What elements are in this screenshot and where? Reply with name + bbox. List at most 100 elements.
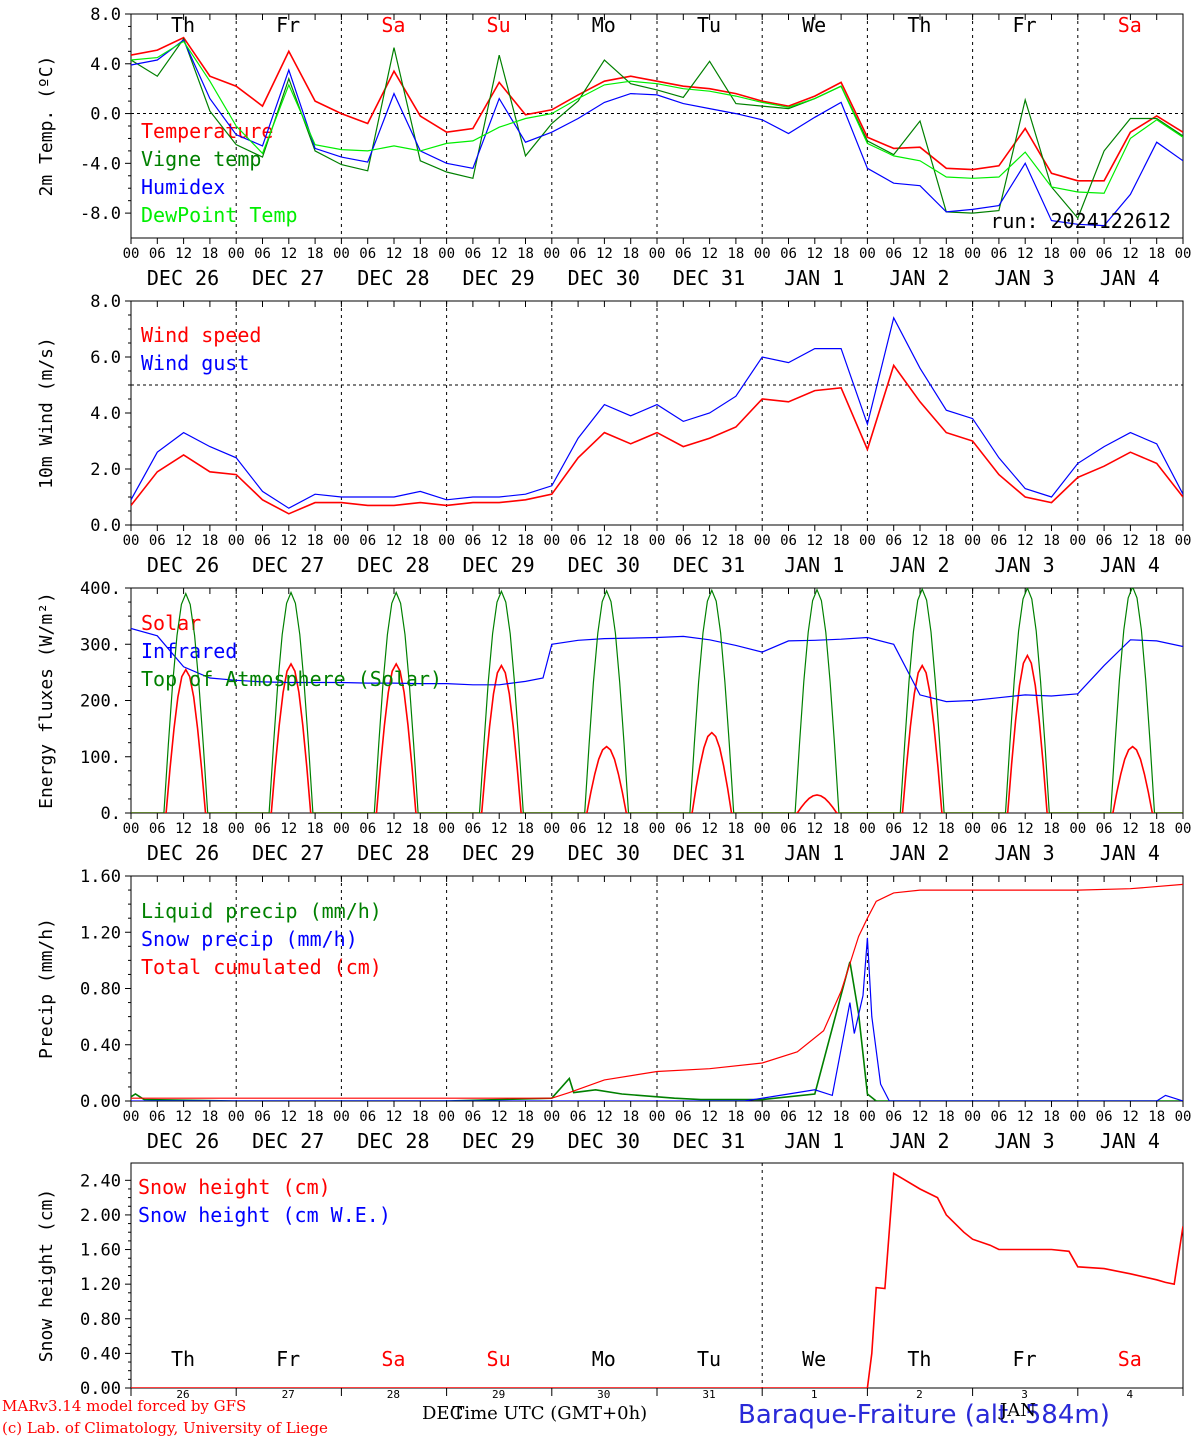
y-tick-label: 8.0 [90, 5, 121, 25]
hour-tick-label: 18 [938, 1109, 955, 1125]
hour-tick-label: 00 [754, 1109, 771, 1125]
date-label: DEC 27 [252, 841, 324, 865]
y-axis-label: 10m Wind (m/s) [36, 337, 57, 489]
hour-tick-label: 12 [912, 533, 929, 549]
hour-tick-label: 00 [543, 1109, 560, 1125]
legend-entry: Temperature [141, 119, 273, 143]
weekday-label: Sa [381, 13, 405, 37]
lab-credit: (c) Lab. of Climatology, University of L… [2, 1419, 328, 1437]
legend-entry: Wind speed [141, 323, 261, 347]
y-tick-label: 1.20 [80, 923, 121, 943]
date-label: DEC 28 [357, 266, 429, 290]
hour-tick-label: 06 [464, 821, 481, 837]
hour-tick-label: 06 [359, 246, 376, 262]
hour-tick-label: 00 [754, 821, 771, 837]
panel-2: 8.0 6.0 4.0 2.0 0.0 10m Wind (m/s) 00 06 12 18 00 0… [36, 292, 1191, 577]
weekday-label: Th [171, 1347, 195, 1371]
legend-entry: Snow height (cm W.E.) [138, 1203, 391, 1227]
hour-tick-label: 00 [1069, 1109, 1086, 1125]
hour-tick-label: 18 [307, 1109, 324, 1125]
series-snow-precip-mm-h [131, 937, 1183, 1101]
hour-tick-label: 06 [780, 821, 797, 837]
legend-entry: Snow height (cm) [138, 1175, 331, 1199]
hour-tick-label: 00 [964, 1109, 981, 1125]
date-label: JAN 3 [994, 553, 1054, 577]
date-label: JAN 1 [784, 1129, 844, 1153]
hour-tick-label: 12 [1122, 533, 1139, 549]
series-total-cumulated-cm [131, 883, 1183, 1099]
hour-tick-label: 12 [596, 246, 613, 262]
hour-tick-label: 12 [1017, 533, 1034, 549]
series-infrared [131, 627, 1183, 703]
hour-tick-label: 00 [859, 533, 876, 549]
hour-tick-label: 12 [912, 1109, 929, 1125]
day-number-label: 27 [282, 1388, 295, 1401]
hour-tick-label: 12 [596, 821, 613, 837]
date-label: JAN 4 [1100, 1129, 1160, 1153]
legend-entry: Wind gust [141, 351, 249, 375]
hour-tick-label: 18 [307, 533, 324, 549]
hour-tick-label: 00 [123, 821, 140, 837]
hour-tick-label: 12 [386, 1109, 403, 1125]
weekday-label: Sa [1118, 13, 1142, 37]
date-label: DEC 28 [357, 1129, 429, 1153]
hour-tick-label: 06 [675, 533, 692, 549]
hour-tick-label: 18 [1043, 533, 1060, 549]
hour-tick-label: 06 [359, 533, 376, 549]
date-label: JAN 2 [889, 1129, 949, 1153]
hour-tick-label: 06 [780, 246, 797, 262]
y-tick-label: 4.0 [90, 55, 121, 75]
y-tick-label: 200. [80, 692, 121, 712]
weekday-label: Sa [381, 1347, 405, 1371]
hour-tick-label: 00 [123, 1109, 140, 1125]
y-axis-label: Precip (mm/h) [36, 918, 57, 1059]
hour-tick-label: 06 [464, 1109, 481, 1125]
hour-tick-label: 00 [543, 246, 560, 262]
hour-tick-label: 06 [149, 1109, 166, 1125]
hour-tick-label: 00 [649, 246, 666, 262]
date-label: JAN 3 [994, 841, 1054, 865]
y-tick-label: 0.80 [80, 1310, 121, 1330]
hour-tick-label: 06 [1096, 1109, 1113, 1125]
hour-tick-label: 12 [175, 533, 192, 549]
hour-tick-label: 00 [333, 1109, 350, 1125]
hour-tick-label: 12 [280, 821, 297, 837]
hour-tick-label: 12 [280, 533, 297, 549]
y-tick-label: -4.0 [80, 154, 121, 174]
weekday-label: We [802, 1347, 826, 1371]
hour-tick-label: 06 [254, 1109, 271, 1125]
y-tick-label: 4.0 [90, 404, 121, 424]
date-label: DEC 30 [568, 1129, 640, 1153]
hour-tick-label: 18 [201, 1109, 218, 1125]
hour-tick-label: 06 [464, 246, 481, 262]
hour-tick-label: 06 [780, 533, 797, 549]
hour-tick-label: 18 [622, 1109, 639, 1125]
hour-tick-label: 18 [517, 533, 534, 549]
hour-tick-label: 18 [833, 246, 850, 262]
hour-tick-label: 12 [386, 821, 403, 837]
hour-tick-label: 18 [1043, 246, 1060, 262]
series-dewpoint-temp [131, 40, 1183, 194]
y-tick-label: 0.00 [80, 1092, 121, 1112]
hour-tick-label: 00 [859, 1109, 876, 1125]
time-utc-label: Time UTC (GMT+0h) [452, 1403, 648, 1424]
hour-tick-label: 18 [727, 1109, 744, 1125]
hour-tick-label: 06 [570, 821, 587, 837]
hour-tick-label: 00 [333, 533, 350, 549]
day-number-label: 29 [492, 1388, 505, 1401]
date-label: JAN 2 [889, 841, 949, 865]
date-label: DEC 27 [252, 553, 324, 577]
hour-tick-label: 18 [938, 246, 955, 262]
hour-tick-label: 06 [990, 533, 1007, 549]
hour-tick-label: 18 [307, 246, 324, 262]
weekday-label: Tu [697, 1347, 721, 1371]
series-wind-gust [131, 316, 1183, 509]
hour-tick-label: 00 [333, 246, 350, 262]
date-label: DEC 30 [568, 553, 640, 577]
weekday-label: Su [487, 13, 511, 37]
hour-tick-label: 06 [149, 533, 166, 549]
hour-tick-label: 18 [412, 533, 429, 549]
hour-tick-label: 00 [1175, 821, 1192, 837]
day-number-label: 28 [387, 1388, 400, 1401]
